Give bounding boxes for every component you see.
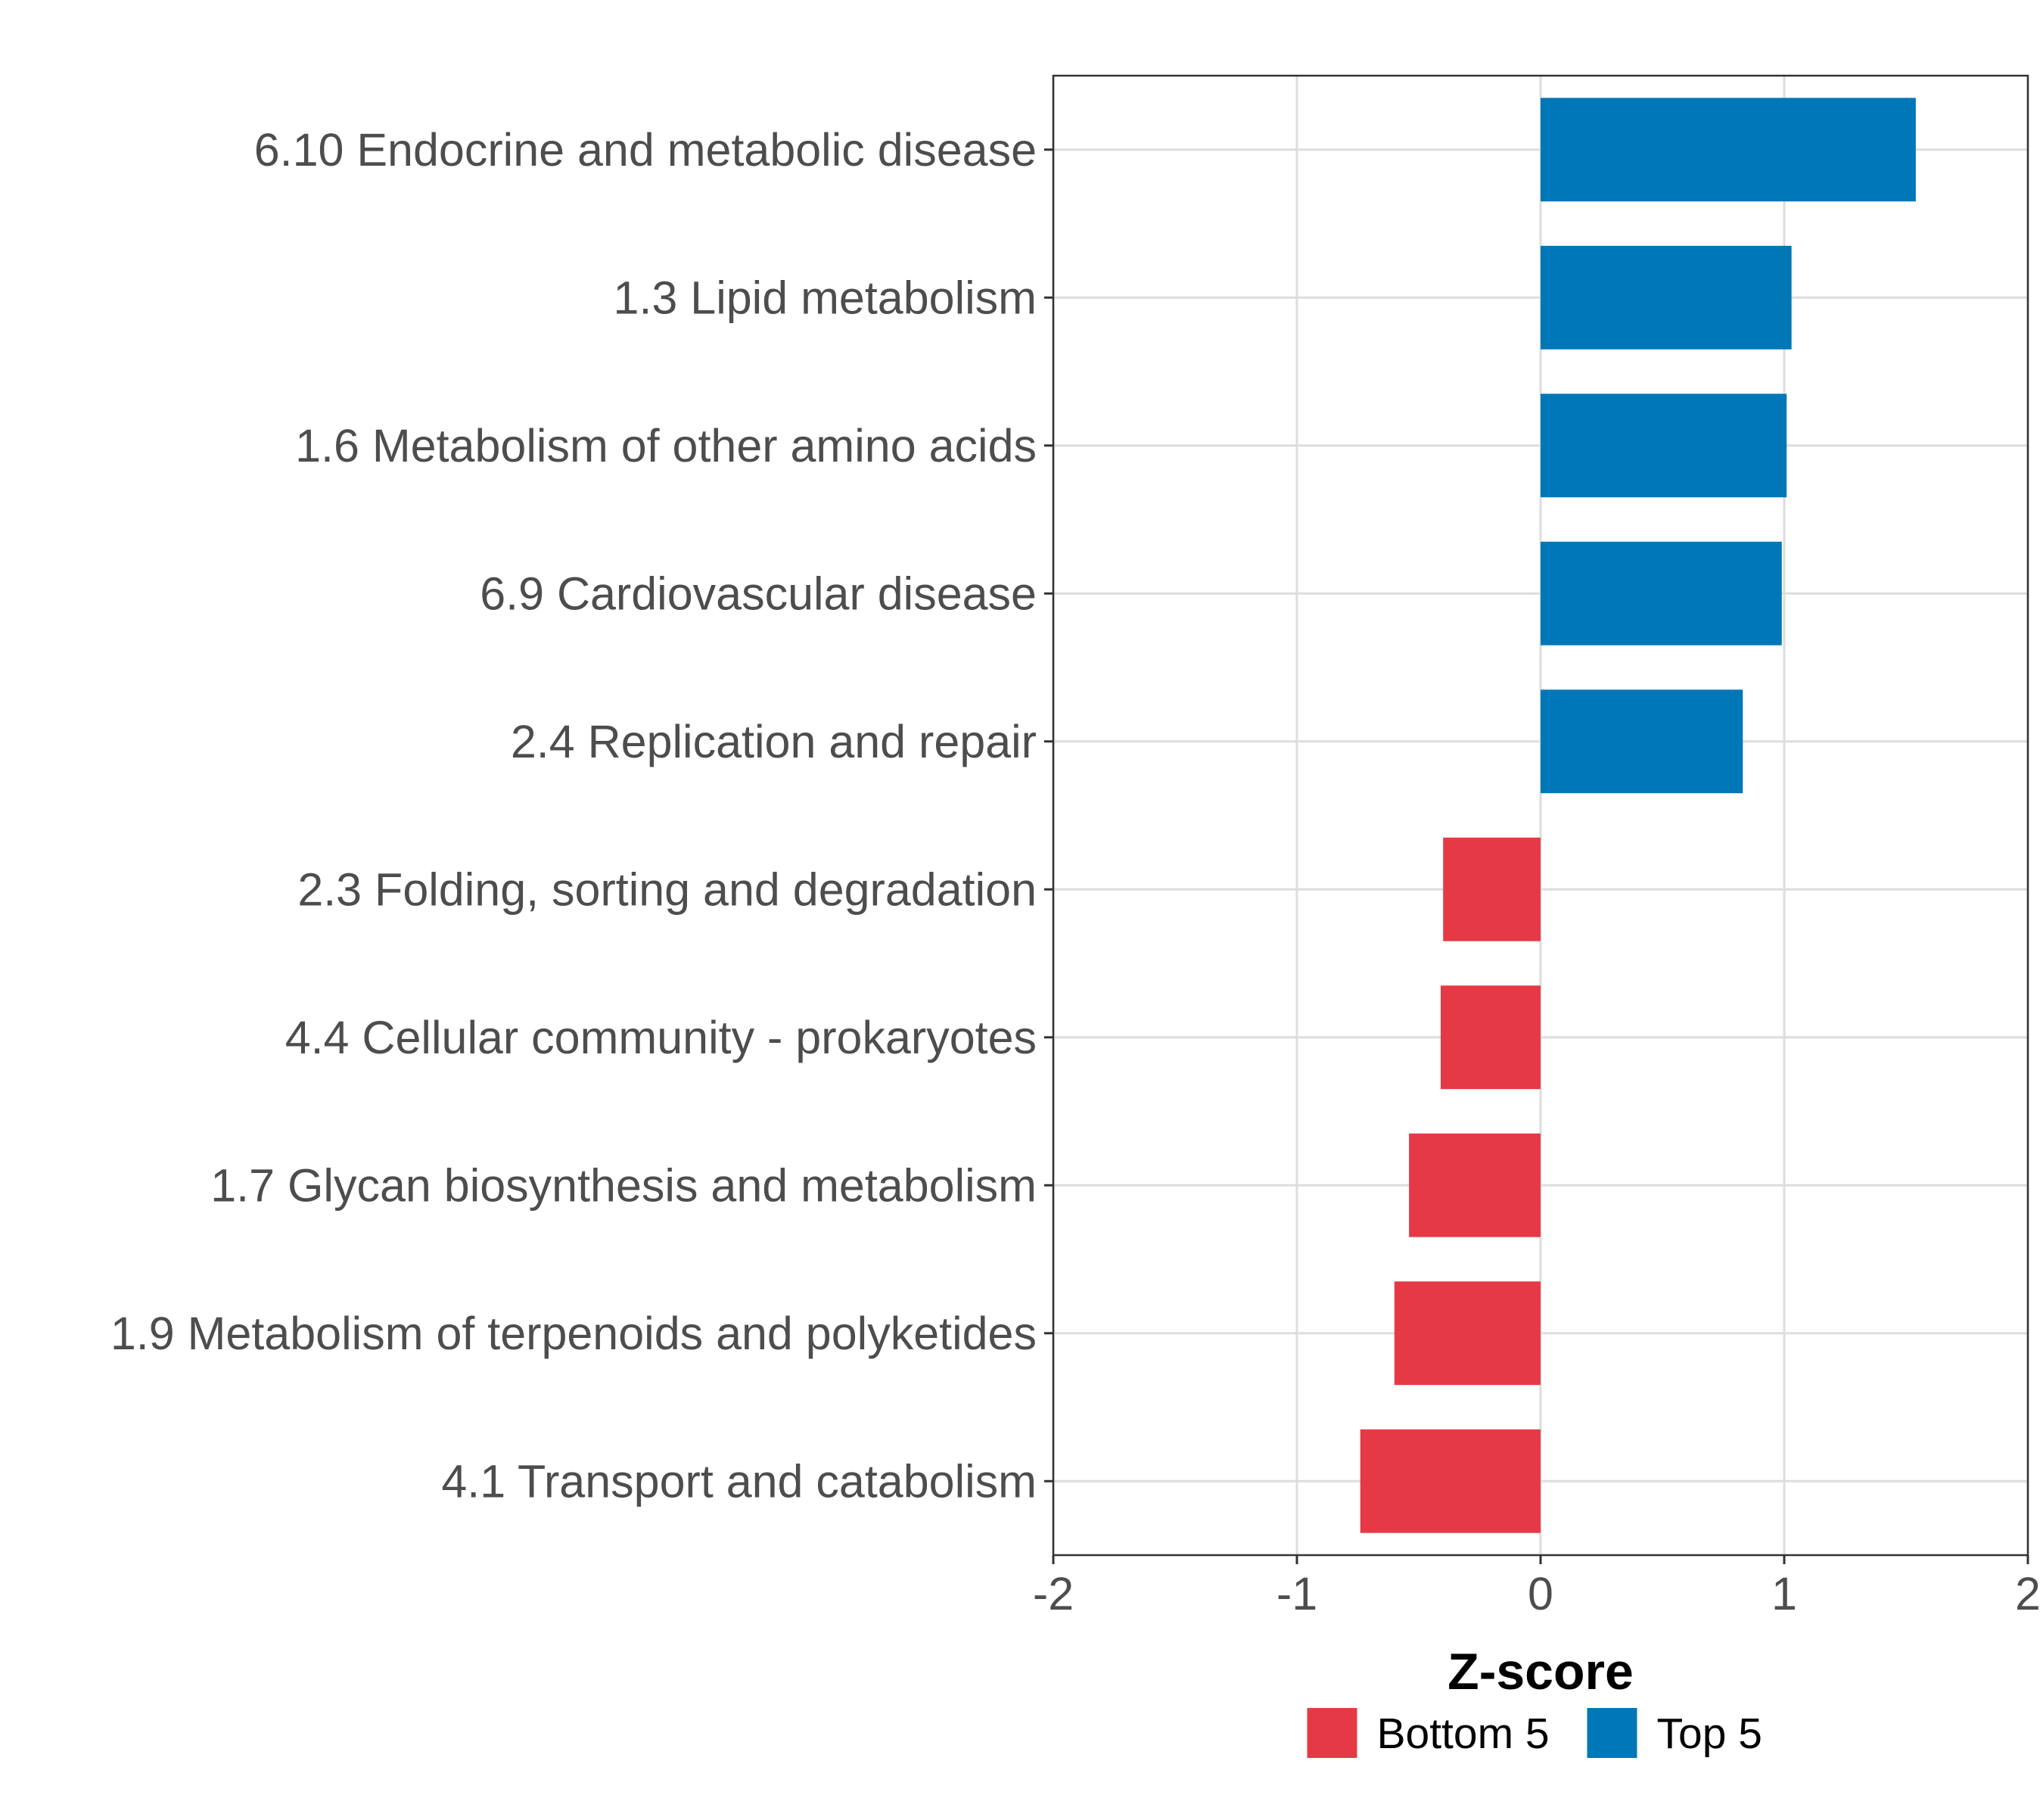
y-axis-labels: 6.10 Endocrine and metabolic disease 1.3 … [110,124,1037,1507]
bar-3 [1541,541,1782,646]
x-tick-label: -1 [1276,1568,1317,1619]
category-label: 4.4 Cellular community - prokaryotes [285,1012,1037,1063]
legend-label: Bottom 5 [1377,1710,1550,1758]
category-label: 1.7 Glycan biosynthesis and metabolism [210,1159,1037,1211]
x-axis-title: Z-score [1448,1643,1634,1700]
bar-8 [1394,1281,1541,1386]
x-tick-label: 2 [2015,1568,2041,1619]
category-label: 6.9 Cardiovascular disease [480,568,1037,619]
category-label: 2.3 Folding, sorting and degradation [297,863,1037,915]
bar-7 [1409,1133,1541,1237]
category-label: 1.6 Metabolism of other amino acids [295,420,1037,471]
category-label: 1.9 Metabolism of terpenoids and polyket… [110,1308,1037,1359]
bar-4 [1541,689,1743,794]
bar-5 [1443,837,1541,941]
y-axis-ticks [1044,148,1053,1482]
bar-6 [1440,985,1541,1090]
bar-2 [1541,394,1787,498]
legend-swatch-0 [1307,1708,1357,1758]
bar-9 [1360,1429,1541,1533]
bars [1360,98,1916,1533]
x-tick-label: 1 [1771,1568,1797,1619]
legend-label: Top 5 [1657,1710,1762,1758]
bar-0 [1541,98,1916,202]
category-label: 6.10 Endocrine and metabolic disease [254,124,1037,176]
x-tick-label: 0 [1528,1568,1553,1619]
x-axis-labels: -2 -1 0 1 2 [1033,1568,2041,1619]
legend-swatch-1 [1587,1708,1637,1758]
category-label: 2.4 Replication and repair [511,716,1037,767]
category-label: 1.3 Lipid metabolism [614,272,1037,323]
x-axis-ticks [1052,1555,2029,1564]
legend: Bottom 5 Top 5 [1307,1708,1762,1758]
x-tick-label: -2 [1033,1568,1074,1619]
category-label: 4.1 Transport and catabolism [441,1455,1037,1507]
bar-1 [1541,245,1792,350]
